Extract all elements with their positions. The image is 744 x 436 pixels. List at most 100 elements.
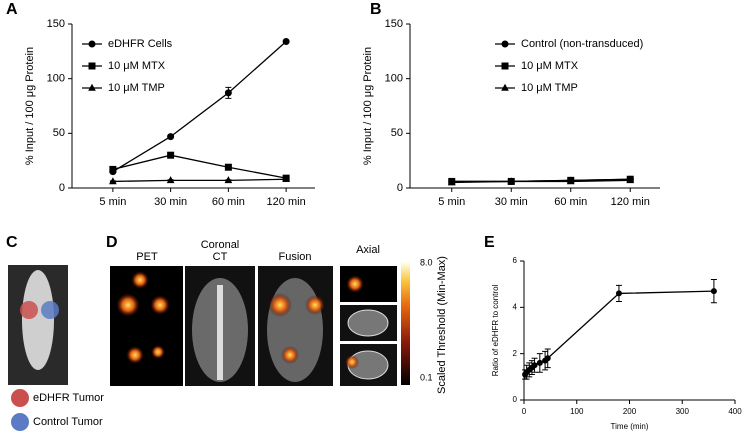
data-point <box>626 176 635 184</box>
data-point <box>710 288 717 295</box>
y-tick-label: 100 <box>47 73 65 85</box>
mouse-body <box>22 270 54 370</box>
image-label: Coronal <box>201 239 240 251</box>
data-point <box>447 178 456 186</box>
data-point <box>282 37 290 45</box>
data-point <box>544 355 551 362</box>
x-tick-label: 30 min <box>154 196 187 208</box>
data-point <box>166 176 175 184</box>
series-line <box>112 41 287 173</box>
legend-label: 10 μM MTX <box>521 60 579 72</box>
data-point <box>109 177 117 185</box>
series-line <box>112 154 287 179</box>
data-point <box>167 151 175 159</box>
y-tick-label: 50 <box>53 127 65 139</box>
y-axis-label: % Input / 100 μg Protein <box>362 47 374 165</box>
x-tick-label: 30 min <box>495 196 528 208</box>
y-tick-label: 50 <box>391 127 403 139</box>
image-label: PET <box>136 251 158 263</box>
axial-body <box>347 309 389 337</box>
panel-label: C <box>6 234 18 251</box>
pet-hotspot <box>126 346 144 364</box>
legend-label: Control Tumor <box>33 416 103 428</box>
series-line <box>524 290 714 375</box>
x-tick-label: 60 min <box>212 196 245 208</box>
panel-label: E <box>484 234 495 251</box>
legend-swatch <box>11 389 29 407</box>
legend-marker <box>501 83 509 91</box>
fusion-hotspot <box>305 295 325 315</box>
y-axis-label: Ratio of eDHFR to control <box>491 284 500 376</box>
data-point <box>282 175 290 183</box>
pet-hotspot <box>131 271 149 289</box>
y-tick-label: 0 <box>397 182 403 194</box>
series-line <box>451 179 631 184</box>
data-point <box>536 359 543 366</box>
fusion-body <box>267 278 323 382</box>
y-tick-label: 150 <box>47 18 65 30</box>
legend-label: 10 μM TMP <box>108 82 165 94</box>
colorbar <box>401 262 410 385</box>
legend-marker <box>501 62 509 70</box>
y-tick-label: 150 <box>385 18 403 30</box>
x-tick-label: 100 <box>570 407 584 416</box>
x-tick-label: 120 min <box>267 196 306 208</box>
y-tick-label: 0 <box>59 182 65 194</box>
colorbar-max: 8.0 <box>420 257 433 267</box>
pet-hotspot <box>151 345 165 359</box>
x-tick-label: 5 min <box>99 196 126 208</box>
legend-label: eDHFR Tumor <box>33 392 104 404</box>
x-tick-label: 200 <box>623 407 637 416</box>
data-point <box>615 290 622 297</box>
y-tick-label: 100 <box>385 73 403 85</box>
legend-label: 10 μM MTX <box>108 60 166 72</box>
x-axis-label: Time (min) <box>611 422 649 431</box>
image-label: Fusion <box>278 251 311 263</box>
legend-marker <box>88 83 96 91</box>
x-tick-label: 300 <box>676 407 690 416</box>
legend-swatch <box>11 413 29 431</box>
x-tick-label: 5 min <box>438 196 465 208</box>
legend-label: eDHFR Cells <box>108 38 173 50</box>
legend-marker <box>501 40 509 48</box>
y-tick-label: 2 <box>513 349 518 358</box>
ct-spine <box>217 285 223 380</box>
data-point <box>531 362 538 369</box>
legend-marker <box>88 62 96 70</box>
image-label: Axial <box>356 244 380 256</box>
image-label: CT <box>213 251 228 263</box>
tumor-marker <box>20 301 38 319</box>
tumor-marker <box>41 301 59 319</box>
y-axis-label: % Input / 100 μg Protein <box>24 47 36 165</box>
panel-label: B <box>370 1 382 18</box>
x-tick-label: 0 <box>522 407 527 416</box>
axial-hotspot <box>345 355 359 369</box>
series-line <box>112 178 287 183</box>
colorbar-min: 0.1 <box>420 372 433 382</box>
legend-label: 10 μM TMP <box>521 82 578 94</box>
data-point <box>224 89 232 97</box>
panel-label: D <box>106 234 118 251</box>
data-point <box>507 177 516 185</box>
x-tick-label: 60 min <box>554 196 587 208</box>
data-point <box>224 176 233 184</box>
y-tick-label: 4 <box>513 302 518 311</box>
data-point <box>566 177 575 185</box>
legend-marker <box>88 40 96 48</box>
data-point <box>109 165 117 173</box>
fusion-hotspot <box>268 293 292 317</box>
data-point <box>224 163 232 171</box>
legend-label: Control (non-transduced) <box>521 38 643 50</box>
axial-hotspot <box>346 275 364 293</box>
pet-hotspot <box>116 293 140 317</box>
fusion-hotspot <box>281 346 299 364</box>
data-point <box>167 133 175 141</box>
panel-label: A <box>6 1 18 18</box>
y-tick-label: 0 <box>513 395 518 404</box>
x-tick-label: 120 min <box>611 196 650 208</box>
colorbar-title: Scaled Threshold (Min-Max) <box>436 256 448 394</box>
pet-hotspot <box>150 295 170 315</box>
x-tick-label: 400 <box>728 407 742 416</box>
y-tick-label: 6 <box>513 256 518 265</box>
